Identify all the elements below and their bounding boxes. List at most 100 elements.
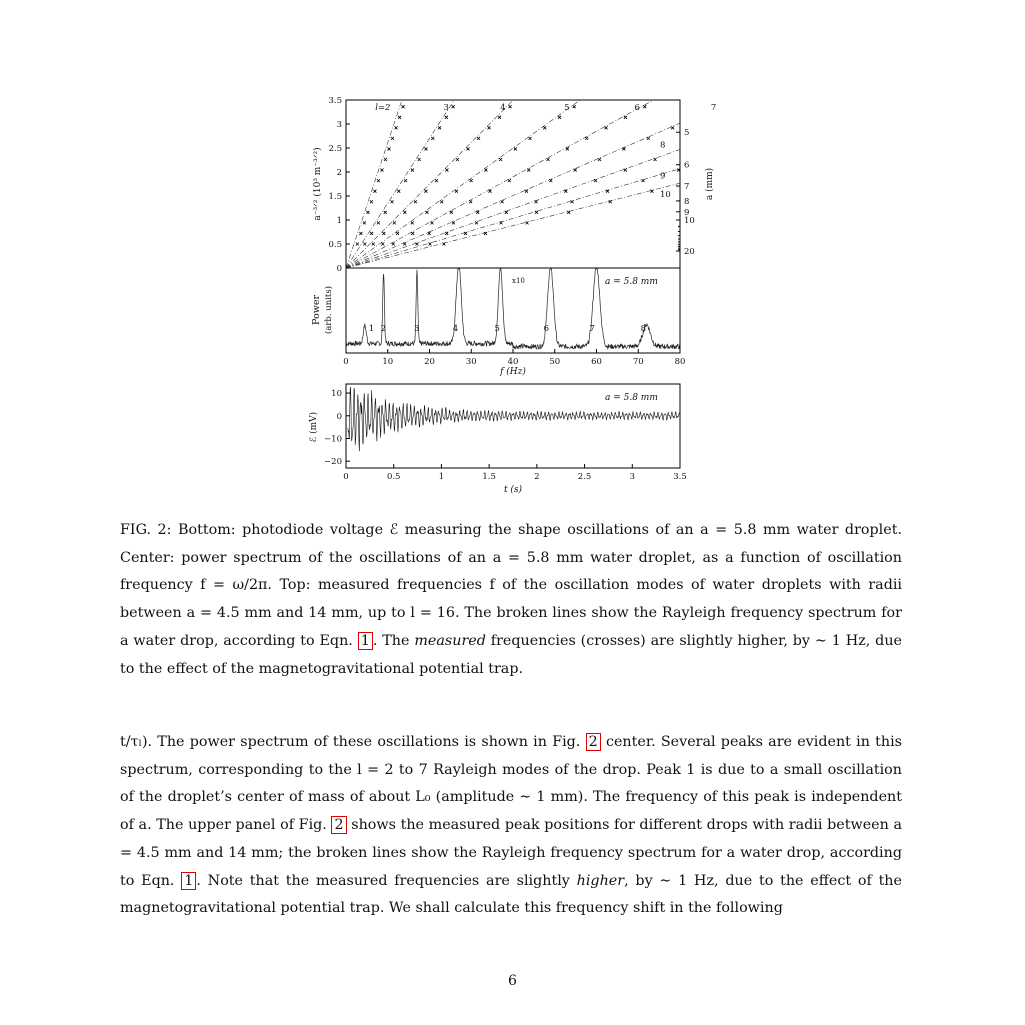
fig-ref[interactable]: 2 [331,816,347,835]
data-cross [410,221,415,225]
fig-ref[interactable]: 2 [585,733,601,751]
data-cross [526,168,531,172]
data-cross [415,242,419,246]
data-cross [650,189,654,193]
data-cross [449,210,454,215]
data-cross [466,147,470,151]
data-cross [475,210,480,215]
data-cross [622,147,626,151]
data-cross [410,231,415,236]
bottom-x-ticks: 0 0.5 1 1.5 2 2.5 3 3.5 [343,464,687,482]
data-cross [484,168,488,172]
data-cross [444,115,449,120]
body-text: center. Several peaks are evident in thi… [120,734,902,834]
data-cross [563,189,568,193]
data-cross [397,115,402,120]
top-right-tick-label: 6 [684,161,689,171]
data-cross [437,126,442,130]
center-x-ticks: 0 10 20 30 40 50 60 70 80 [343,349,685,367]
body-text: shows the measured peak positions for di… [120,817,902,889]
bottom-panel-frame [345,383,681,469]
data-cross [391,242,396,246]
data-cross [369,231,374,236]
top-right-tick-label: 5 [684,128,689,138]
top-y-tick-label: 1 [337,216,342,226]
data-cross [390,199,394,204]
bottom-annotation: a = 5.8 mm [605,393,658,403]
top-ylabel: a⁻³ᐟ² (10³ m⁻³ᐟ²) [312,147,323,220]
center-x-tick-label: 40 [508,357,519,367]
center-x-tick-label: 20 [424,357,435,367]
data-cross [623,168,628,172]
data-cross [396,189,401,193]
mode-line-label: 10 [660,190,671,200]
data-cross [428,242,432,246]
eqn-ref[interactable]: 1 [181,871,197,890]
mode-line [345,99,455,269]
peak-label: 4 [453,324,458,334]
data-cross [451,221,456,225]
top-right-tick-label: 7 [684,182,689,192]
data-cross [381,242,385,246]
data-cross [546,157,550,162]
caption-text: frequencies (crosses) are slightly highe… [120,632,903,677]
data-cross [498,157,503,162]
bottom-x-tick-label: 3.5 [673,472,687,482]
data-cross [355,242,360,246]
data-cross [542,126,547,130]
data-cross [424,189,428,193]
data-cross [593,178,598,183]
data-cross [676,168,681,172]
mode-line [345,168,681,269]
center-x-tick-label: 50 [549,357,560,367]
bottom-y-tick-label: 0 [337,412,342,422]
body-text: , by ∼ 1 Hz, due to the effect of the ma… [120,872,902,917]
data-cross [376,221,381,225]
caption-text: Bottom: photodiode voltage ℰ measuring t… [120,522,902,649]
data-cross [383,210,387,215]
data-cross [380,168,384,172]
bottom-y-tick-label: −20 [324,457,342,467]
data-cross [557,115,562,120]
data-cross [497,115,502,120]
data-cross [373,189,377,193]
bottom-y-tick-label: −10 [324,434,342,444]
page-number: 6 [508,973,517,989]
data-cross [395,231,400,236]
data-cross [463,231,468,236]
peak-label: 7 [590,324,595,334]
mode-line-label: 4 [500,103,505,113]
bottom-x-tick-label: 2.5 [578,472,592,482]
peak-label: 8 [641,324,646,334]
data-cross [403,210,407,215]
data-cross [387,147,391,151]
data-cross [413,199,418,204]
data-cross [528,136,532,141]
scale-note: x10 [512,277,525,285]
data-cross [508,104,512,109]
data-cross [434,178,439,183]
data-cross [430,221,434,225]
data-cross [424,147,428,151]
data-cross [403,178,408,183]
data-cross [468,199,473,204]
top-y-tick-label: 3 [337,120,342,130]
data-cross [513,147,518,151]
bottom-y-ticks: 10 0 −10 −20 [324,389,350,467]
mode-line [345,182,681,269]
data-cross [469,178,473,183]
center-ylabel-2: (arb. units) [323,286,334,334]
data-cross [524,189,529,193]
caption-eqn-ref[interactable]: 1 [357,631,373,650]
center-ylabel-1: Power [311,295,322,325]
center-xlabel: f (Hz) [499,366,526,377]
data-cross [425,210,429,215]
center-x-tick-label: 60 [591,357,602,367]
data-cross [642,104,647,109]
body-emphasis: higher [576,872,625,889]
data-cross [605,189,610,193]
top-right-tick-label: 10 [684,216,695,226]
